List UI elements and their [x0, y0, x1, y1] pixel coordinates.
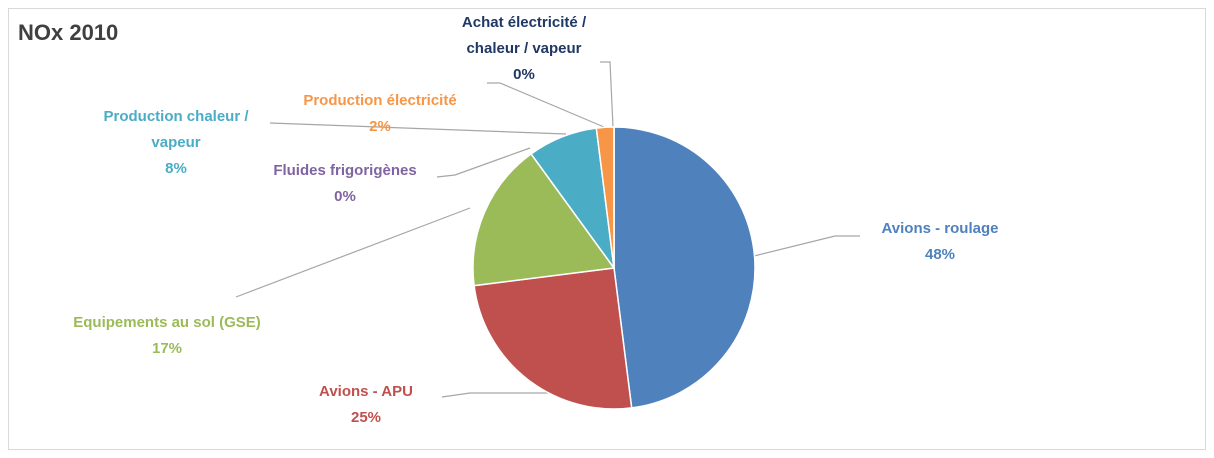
value-label: 0%	[334, 188, 356, 205]
chart-title: NOx 2010	[18, 20, 119, 45]
leader-line	[600, 61, 614, 128]
value-label: 8%	[165, 160, 187, 177]
category-label: Production électricité	[303, 92, 457, 109]
leader-line	[753, 235, 860, 257]
leader-line	[441, 392, 575, 398]
chart-border	[8, 8, 1206, 450]
pie	[472, 126, 756, 410]
slice-label: Production électricité 2%	[270, 88, 490, 140]
category-label: Production chaleur / vapeur	[103, 108, 249, 151]
slice-label: Avions - APU 25%	[266, 379, 466, 431]
leader-line	[487, 82, 605, 128]
slice-label: Production chaleur / vapeur 8%	[86, 104, 266, 182]
category-label: Equipements au sol (GSE)	[73, 314, 261, 331]
value-label: 48%	[924, 246, 956, 263]
value-label: 17%	[151, 340, 183, 357]
leader-line	[235, 207, 471, 298]
slice-label: Equipements au sol (GSE) 17%	[37, 310, 297, 362]
pie-slice	[473, 267, 633, 410]
category-label: Avions - APU	[319, 383, 413, 400]
slice-label: Avions - roulage 48%	[840, 216, 1040, 268]
pie-slice	[472, 152, 616, 287]
slice-label: Achat électricité / chaleur / vapeur 0%	[439, 10, 609, 88]
slice-label: Fluides frigorigènes 0%	[245, 158, 445, 210]
pie-slice	[613, 126, 756, 409]
category-label: Avions - roulage	[881, 220, 999, 237]
value-label: 0%	[513, 66, 535, 83]
category-label: Fluides frigorigènes	[273, 162, 417, 179]
leader-lines	[235, 61, 860, 398]
leader-line	[269, 122, 567, 135]
leader-line	[436, 147, 531, 178]
value-label: 2%	[369, 118, 391, 135]
value-label: 25%	[350, 409, 382, 426]
category-label: Achat électricité / chaleur / vapeur	[461, 14, 587, 57]
